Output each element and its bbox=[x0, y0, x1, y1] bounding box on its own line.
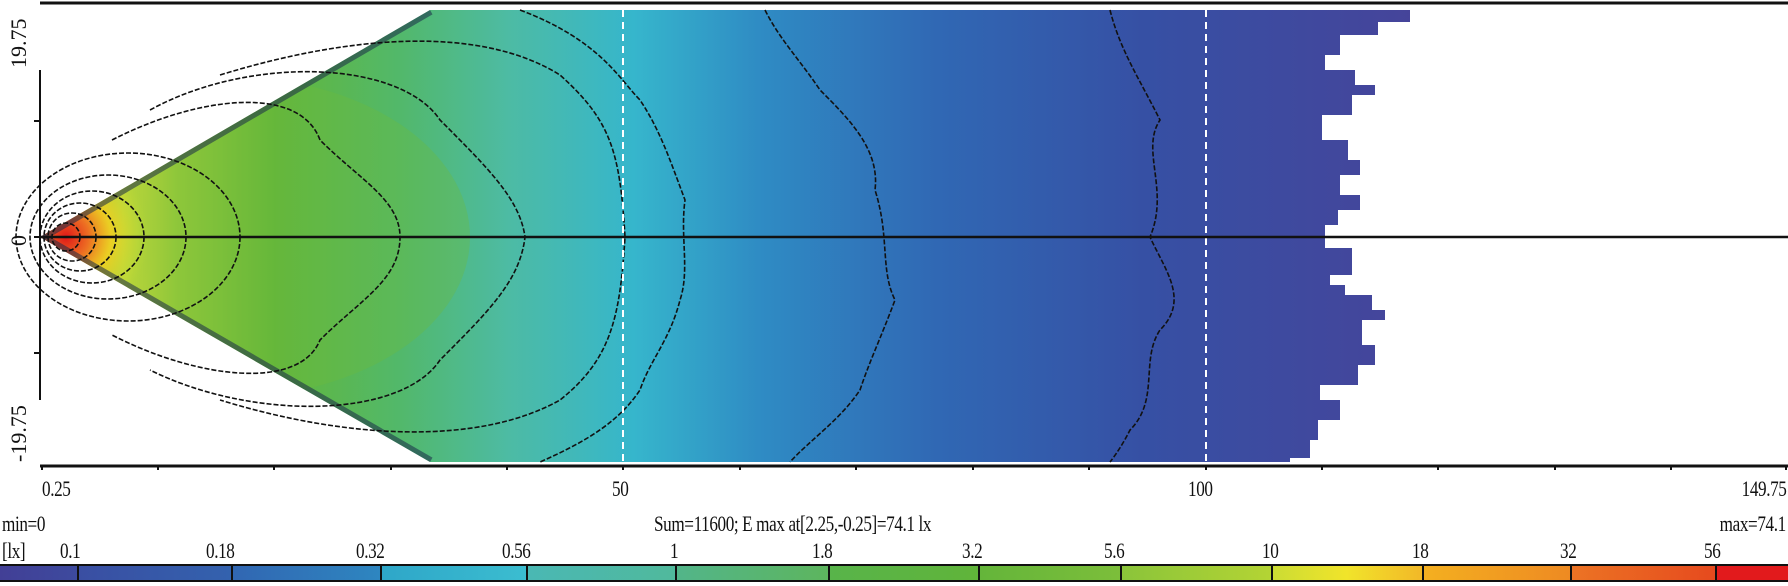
colorbar-label: 32 bbox=[1560, 538, 1577, 563]
min-label: min=0 bbox=[2, 511, 46, 536]
x-tick-label-end: 149.75 bbox=[1741, 476, 1786, 501]
x-tick-label-start: 0.25 bbox=[42, 476, 71, 501]
colorbar-label: 5.6 bbox=[1104, 538, 1125, 563]
unit-label: [lx] bbox=[2, 538, 26, 563]
colorbar-label: 56 bbox=[1704, 538, 1721, 563]
colorbar-label: 1 bbox=[670, 538, 679, 563]
colorbar-label: 0.32 bbox=[356, 538, 385, 563]
colorbar-label: 3.2 bbox=[962, 538, 983, 563]
colorbar-label: 10 bbox=[1262, 538, 1279, 563]
colorbar-label: 18 bbox=[1412, 538, 1429, 563]
colorbar-label: 0.1 bbox=[60, 538, 81, 563]
illuminance-heatmap bbox=[15, 1, 1788, 470]
y-tick-label-zero: 0 bbox=[6, 235, 31, 246]
x-ticks bbox=[41, 466, 1787, 470]
max-label: max=74.1 bbox=[1719, 511, 1787, 536]
y-tick-label-bottom: -19.75 bbox=[6, 405, 31, 462]
colorbar-legend bbox=[0, 564, 1788, 582]
colorbar-label: 1.8 bbox=[812, 538, 833, 563]
y-tick-label-top: 19.75 bbox=[6, 18, 31, 69]
x-tick-label-50: 50 bbox=[612, 476, 629, 501]
colorbar-label: 0.56 bbox=[502, 538, 531, 563]
colorbar-label: 0.18 bbox=[206, 538, 235, 563]
summary-label: Sum=11600; E max at[2.25,-0.25]=74.1 lx bbox=[654, 511, 932, 536]
x-tick-label-100: 100 bbox=[1188, 476, 1213, 501]
